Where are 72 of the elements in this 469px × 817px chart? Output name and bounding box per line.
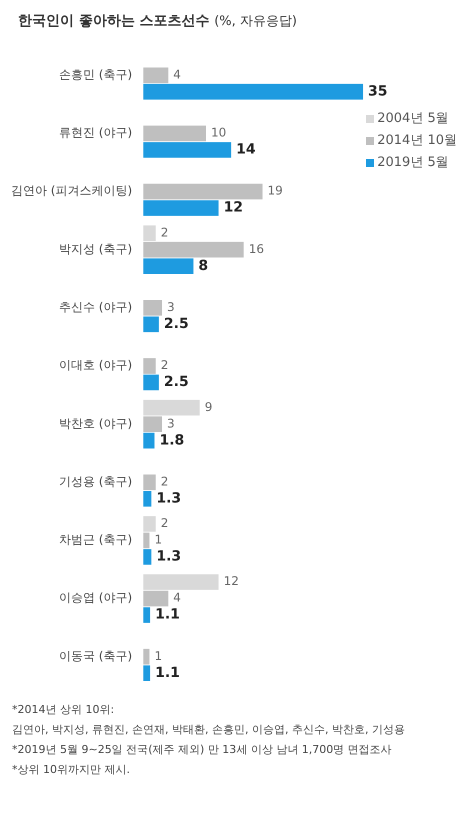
bar [143, 200, 219, 216]
y-tick-label: 기성용 (축구) [58, 474, 132, 488]
legend-label: 2004년 5월 [377, 110, 449, 128]
data-label: 12 [224, 574, 239, 588]
text: *2014년 상위 10위: [12, 702, 116, 718]
legend-label: 2019년 5월 [377, 154, 449, 172]
bar [143, 516, 156, 532]
y-tick-label: 류현진 (야구) [58, 126, 132, 140]
data-label: 2 [160, 516, 168, 530]
data-label: 4 [173, 67, 181, 82]
data-label: 10 [211, 126, 226, 140]
data-label: 1.1 [155, 606, 180, 623]
bar [143, 374, 159, 390]
bar [143, 607, 150, 623]
bar [143, 549, 152, 565]
y-tick-label: 김연아 (피겨스케이팅) [10, 184, 132, 198]
bar [143, 432, 154, 448]
data-label: 1 [154, 532, 162, 547]
legend-label: 2014년 10월 [377, 132, 457, 150]
bar [143, 358, 156, 374]
bar [143, 665, 150, 682]
bar [143, 84, 364, 100]
data-label: 1.1 [155, 664, 180, 681]
data-label: 1.3 [156, 548, 182, 565]
bar [143, 242, 244, 258]
y-tick-label: 박지성 (축구) [58, 242, 132, 256]
bar [143, 225, 156, 242]
bar [143, 126, 206, 142]
bar [143, 316, 159, 332]
bar [143, 474, 156, 490]
y-tick-label: 차범근 (축구) [58, 532, 132, 547]
chart-subtitle: (%, 자유응답) [214, 14, 297, 29]
bar [143, 258, 194, 274]
bar [143, 648, 150, 665]
bar [143, 184, 263, 200]
data-label: 9 [204, 400, 212, 414]
data-label: 2 [160, 474, 168, 488]
data-label: 2 [160, 358, 168, 372]
data-label: 1.8 [159, 432, 184, 448]
y-tick-label: 이대호 (야구) [58, 358, 132, 372]
data-label: 8 [198, 258, 208, 274]
text: *상위 10위까지만 제시. [12, 762, 131, 778]
data-label: 3 [167, 416, 175, 430]
text: *2019년 5월 9~25일 전국(제주 제외) 만 13세 이상 남녀 1,700명 면접조사 [12, 742, 393, 758]
data-label: 35 [368, 83, 388, 100]
y-tick-label: 이승엽 (야구) [58, 590, 132, 605]
bar [143, 590, 168, 606]
y-tick-label: 박찬호 (야구) [58, 416, 132, 430]
data-label: 2.5 [164, 316, 189, 332]
text: 김연아, 박지성, 류현진, 손연재, 박태환, 손흥민, 이승엽, 추신수, 박찬호, 기성용 [12, 722, 406, 738]
data-label: 2 [160, 225, 168, 240]
data-label: 1.3 [156, 490, 182, 506]
bar [143, 416, 162, 432]
bar [143, 300, 162, 316]
data-label: 1 [154, 648, 162, 663]
y-tick-label: 손흥민 (축구) [58, 67, 132, 82]
bar [143, 574, 219, 590]
data-label: 14 [236, 142, 256, 158]
bar [143, 532, 150, 548]
bar [143, 67, 168, 84]
data-label: 3 [167, 300, 175, 314]
bar [143, 400, 200, 416]
data-label: 12 [224, 200, 244, 216]
y-tick-label: 추신수 (야구) [58, 300, 132, 314]
data-label: 19 [268, 184, 283, 198]
y-tick-label: 이동국 (축구) [58, 648, 132, 663]
bar [143, 142, 232, 158]
data-label: 16 [248, 242, 264, 256]
data-label: 4 [173, 590, 181, 605]
chart-title: 한국인이 좋아하는 스포츠선수 [18, 13, 210, 29]
bar [143, 490, 152, 507]
data-label: 2.5 [164, 374, 189, 390]
